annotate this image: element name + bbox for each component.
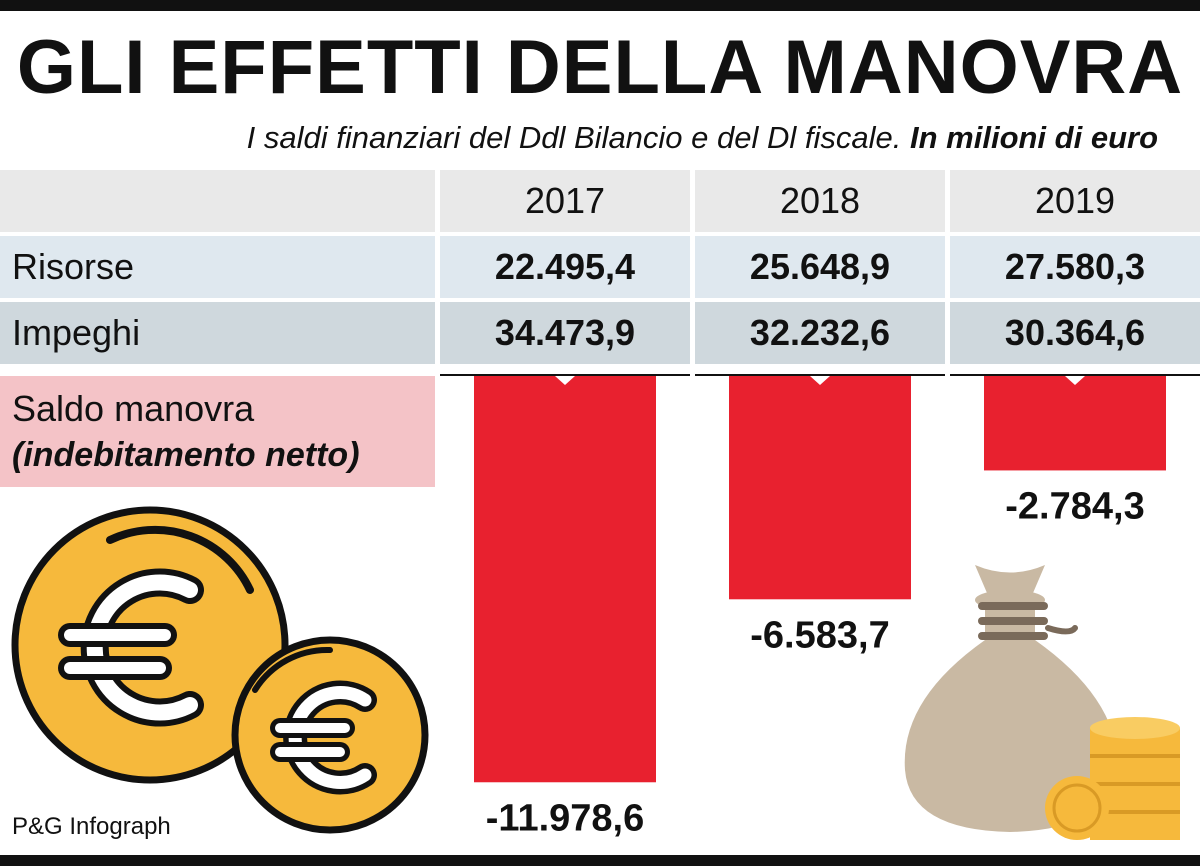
risorse-2018: 25.648,9	[695, 236, 945, 298]
impeghi-2017: 34.473,9	[440, 302, 690, 364]
impeghi-2019: 30.364,6	[950, 302, 1200, 364]
credit-label: P&G Infograph	[12, 813, 171, 840]
row-label-risorse: Risorse	[0, 236, 435, 298]
subtitle: I saldi finanziari del Ddl Bilancio e de…	[0, 120, 1158, 156]
subtitle-main: I saldi finanziari del Ddl Bilancio e de…	[246, 120, 902, 155]
euro-coin-icon	[11, 506, 289, 784]
bar-notch-2018	[810, 376, 830, 385]
impeghi-2018: 32.232,6	[695, 302, 945, 364]
bar-value-label-2018: -6.583,7	[750, 614, 889, 656]
saldo-label-box: Saldo manovra (indebitamento netto)	[0, 376, 435, 487]
table-header-blank	[0, 170, 435, 232]
row-label-impeghi: Impeghi	[0, 302, 435, 364]
euro-coin-small-icon	[231, 636, 429, 834]
year-header-2017: 2017	[440, 170, 690, 232]
bar-2017	[474, 376, 656, 783]
year-header-2018: 2018	[695, 170, 945, 232]
bar-notch-2017	[555, 376, 575, 385]
top-rule	[0, 0, 1200, 11]
page-title: GLI EFFETTI DELLA MANOVRA	[16, 25, 1184, 110]
risorse-2017: 22.495,4	[440, 236, 690, 298]
saldo-label: Saldo manovra	[12, 388, 255, 429]
year-header-2019: 2019	[950, 170, 1200, 232]
subtitle-unit: In milioni di euro	[910, 120, 1158, 155]
bar-notch-2019	[1065, 376, 1085, 385]
bar-value-label-2019: -2.784,3	[1005, 485, 1144, 527]
bar-2018	[729, 376, 911, 600]
saldo-sublabel: (indebitamento netto)	[12, 436, 360, 474]
coin-stack-icon	[1045, 717, 1180, 840]
risorse-2019: 27.580,3	[950, 236, 1200, 298]
bar-value-label-2017: -11.978,6	[486, 797, 644, 839]
bar-2019	[984, 376, 1166, 471]
bottom-rule	[0, 855, 1200, 866]
